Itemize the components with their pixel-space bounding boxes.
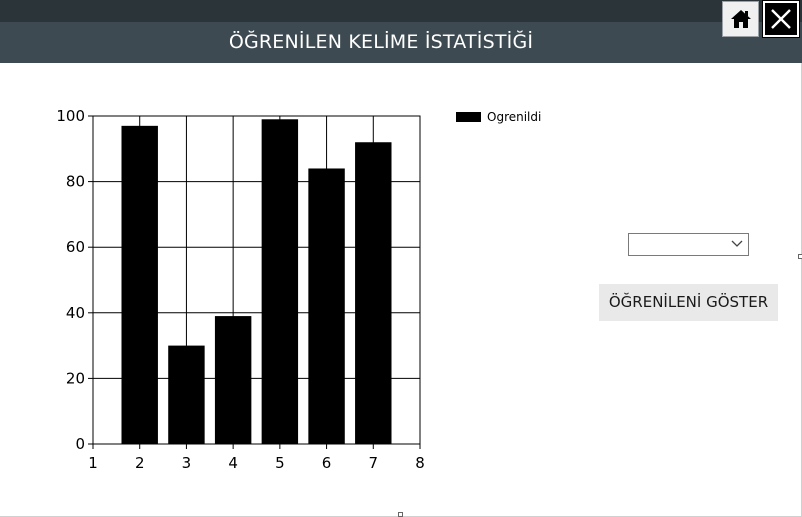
legend-label: Ogrenildi (487, 110, 542, 124)
home-icon (730, 10, 751, 28)
close-button[interactable] (762, 0, 800, 38)
close-icon (771, 9, 791, 29)
selection-combobox[interactable] (628, 233, 749, 256)
x-tick-label: 1 (88, 454, 98, 472)
x-tick-label: 7 (369, 454, 379, 472)
x-tick-label: 2 (135, 454, 145, 472)
y-tick-label: 0 (75, 435, 85, 453)
y-tick-label: 60 (66, 238, 85, 256)
plot-area-border (92, 115, 421, 445)
title-bar (0, 22, 802, 63)
chart-legend: Ogrenildi (456, 110, 541, 124)
x-tick-label: 3 (182, 454, 192, 472)
resize-grip-right[interactable] (798, 254, 802, 259)
x-tick-label: 5 (275, 454, 285, 472)
bar (261, 119, 299, 444)
bar (121, 125, 158, 444)
bar (355, 142, 392, 445)
bar (308, 168, 345, 444)
home-button[interactable] (722, 1, 759, 37)
x-tick-label: 4 (228, 454, 238, 472)
window-title: ÖĞRENİLEN KELİME İSTATİSTİĞİ (228, 31, 534, 53)
bar-chart: 0 20 40 60 80 100 1 2 3 4 5 6 7 8 (56, 107, 425, 472)
x-tick-label: 6 (322, 454, 332, 472)
bar (168, 345, 205, 444)
chevron-down-icon (731, 240, 743, 247)
x-tick-label: 8 (415, 454, 425, 472)
resize-grip-bottom[interactable] (398, 512, 403, 517)
y-tick-label: 20 (66, 369, 85, 387)
y-tick-label: 40 (66, 304, 85, 322)
y-tick-label: 80 (66, 173, 85, 191)
legend-swatch (456, 112, 481, 122)
bar (214, 316, 252, 444)
y-tick-label: 100 (56, 107, 85, 125)
window-top-strip (0, 0, 802, 22)
show-learned-button[interactable]: ÖĞRENİLENİ GÖSTER (599, 284, 778, 321)
